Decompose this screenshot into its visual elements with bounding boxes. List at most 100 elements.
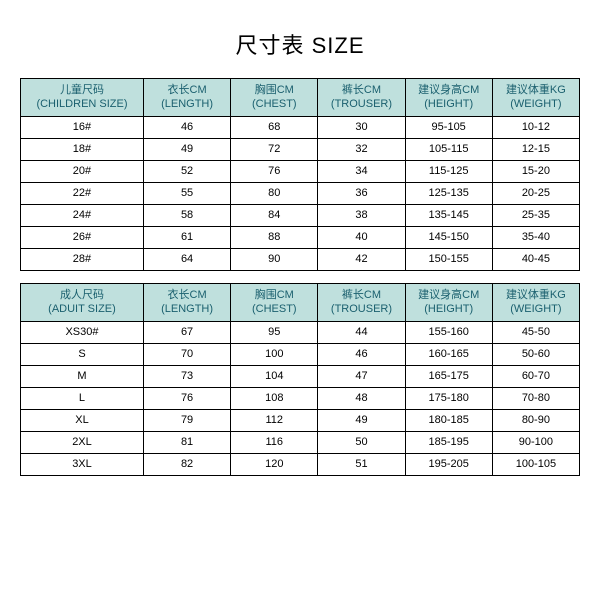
cell-weight: 80-90	[492, 410, 579, 432]
cell-height: 105-115	[405, 139, 492, 161]
table-row: 2XL8111650185-19590-100	[21, 432, 580, 454]
cell-weight: 90-100	[492, 432, 579, 454]
cell-chest: 68	[231, 117, 318, 139]
cell-height: 135-145	[405, 205, 492, 227]
cell-weight: 40-45	[492, 249, 579, 271]
cell-chest: 112	[231, 410, 318, 432]
cell-chest: 100	[231, 344, 318, 366]
col-children-size: 儿童尺码(CHILDREN SIZE)	[21, 79, 144, 117]
cell-size: XS30#	[21, 322, 144, 344]
cell-chest: 116	[231, 432, 318, 454]
cell-chest: 120	[231, 454, 318, 476]
cell-height: 125-135	[405, 183, 492, 205]
cell-chest: 80	[231, 183, 318, 205]
adult-tbody: XS30#679544155-16045-50S7010046160-16550…	[21, 322, 580, 476]
col-weight: 建议体重KG(WEIGHT)	[492, 284, 579, 322]
cell-weight: 50-60	[492, 344, 579, 366]
cell-height: 185-195	[405, 432, 492, 454]
cell-height: 150-155	[405, 249, 492, 271]
cell-weight: 70-80	[492, 388, 579, 410]
cell-length: 55	[143, 183, 230, 205]
cell-length: 58	[143, 205, 230, 227]
table-row: 26#618840145-15035-40	[21, 227, 580, 249]
cell-height: 195-205	[405, 454, 492, 476]
col-chest: 胸围CM(CHEST)	[231, 284, 318, 322]
table-row: XL7911249180-18580-90	[21, 410, 580, 432]
cell-weight: 12-15	[492, 139, 579, 161]
cell-chest: 90	[231, 249, 318, 271]
cell-size: 2XL	[21, 432, 144, 454]
col-adult-size: 成人尺码(ADUIT SIZE)	[21, 284, 144, 322]
cell-height: 115-125	[405, 161, 492, 183]
cell-weight: 20-25	[492, 183, 579, 205]
cell-chest: 84	[231, 205, 318, 227]
cell-length: 52	[143, 161, 230, 183]
col-chest: 胸围CM(CHEST)	[231, 79, 318, 117]
cell-trouser: 42	[318, 249, 405, 271]
cell-length: 61	[143, 227, 230, 249]
cell-trouser: 36	[318, 183, 405, 205]
cell-trouser: 30	[318, 117, 405, 139]
cell-height: 155-160	[405, 322, 492, 344]
cell-trouser: 51	[318, 454, 405, 476]
col-weight: 建议体重KG(WEIGHT)	[492, 79, 579, 117]
cell-trouser: 47	[318, 366, 405, 388]
table-row: M7310447165-17560-70	[21, 366, 580, 388]
cell-size: 18#	[21, 139, 144, 161]
cell-size: M	[21, 366, 144, 388]
cell-chest: 76	[231, 161, 318, 183]
cell-size: XL	[21, 410, 144, 432]
cell-length: 82	[143, 454, 230, 476]
adult-size-table: 成人尺码(ADUIT SIZE) 衣长CM(LENGTH) 胸围CM(CHEST…	[20, 283, 580, 476]
cell-height: 160-165	[405, 344, 492, 366]
table-row: 3XL8212051195-205100-105	[21, 454, 580, 476]
cell-size: 3XL	[21, 454, 144, 476]
col-trouser: 裤长CM(TROUSER)	[318, 79, 405, 117]
cell-weight: 100-105	[492, 454, 579, 476]
children-header-row: 儿童尺码(CHILDREN SIZE) 衣长CM(LENGTH) 胸围CM(CH…	[21, 79, 580, 117]
cell-trouser: 49	[318, 410, 405, 432]
adult-table-wrap: 成人尺码(ADUIT SIZE) 衣长CM(LENGTH) 胸围CM(CHEST…	[20, 283, 580, 488]
cell-weight: 10-12	[492, 117, 579, 139]
cell-weight: 15-20	[492, 161, 579, 183]
cell-chest: 108	[231, 388, 318, 410]
cell-size: 20#	[21, 161, 144, 183]
cell-weight: 45-50	[492, 322, 579, 344]
cell-trouser: 44	[318, 322, 405, 344]
cell-height: 165-175	[405, 366, 492, 388]
cell-chest: 88	[231, 227, 318, 249]
adult-header-row: 成人尺码(ADUIT SIZE) 衣长CM(LENGTH) 胸围CM(CHEST…	[21, 284, 580, 322]
table-row: 24#588438135-14525-35	[21, 205, 580, 227]
cell-trouser: 34	[318, 161, 405, 183]
table-row: XS30#679544155-16045-50	[21, 322, 580, 344]
table-row: S7010046160-16550-60	[21, 344, 580, 366]
cell-trouser: 38	[318, 205, 405, 227]
cell-weight: 35-40	[492, 227, 579, 249]
table-row: 20#527634115-12515-20	[21, 161, 580, 183]
cell-trouser: 50	[318, 432, 405, 454]
cell-size: 16#	[21, 117, 144, 139]
cell-length: 67	[143, 322, 230, 344]
cell-length: 70	[143, 344, 230, 366]
page-title: 尺寸表 SIZE	[235, 28, 364, 60]
cell-chest: 72	[231, 139, 318, 161]
table-row: 28#649042150-15540-45	[21, 249, 580, 271]
children-table-wrap: 儿童尺码(CHILDREN SIZE) 衣长CM(LENGTH) 胸围CM(CH…	[20, 78, 580, 283]
col-length: 衣长CM(LENGTH)	[143, 79, 230, 117]
cell-length: 73	[143, 366, 230, 388]
cell-chest: 95	[231, 322, 318, 344]
cell-length: 79	[143, 410, 230, 432]
cell-size: L	[21, 388, 144, 410]
children-size-table: 儿童尺码(CHILDREN SIZE) 衣长CM(LENGTH) 胸围CM(CH…	[20, 78, 580, 271]
col-height: 建议身高CM(HEIGHT)	[405, 284, 492, 322]
table-row: 22#558036125-13520-25	[21, 183, 580, 205]
cell-length: 81	[143, 432, 230, 454]
cell-trouser: 32	[318, 139, 405, 161]
cell-size: 24#	[21, 205, 144, 227]
cell-height: 180-185	[405, 410, 492, 432]
cell-weight: 60-70	[492, 366, 579, 388]
children-tbody: 16#46683095-10510-1218#497232105-11512-1…	[21, 117, 580, 271]
cell-height: 95-105	[405, 117, 492, 139]
cell-size: 28#	[21, 249, 144, 271]
cell-trouser: 46	[318, 344, 405, 366]
